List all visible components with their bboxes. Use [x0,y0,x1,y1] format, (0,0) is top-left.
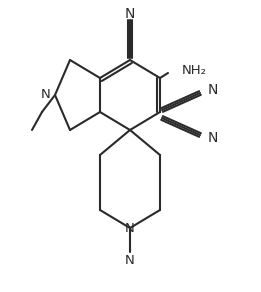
Text: N: N [125,222,135,234]
Text: N: N [208,83,218,97]
Text: N: N [125,253,135,267]
Text: N: N [125,7,135,21]
Text: N: N [41,88,51,102]
Text: NH₂: NH₂ [182,63,207,77]
Text: N: N [208,131,218,145]
